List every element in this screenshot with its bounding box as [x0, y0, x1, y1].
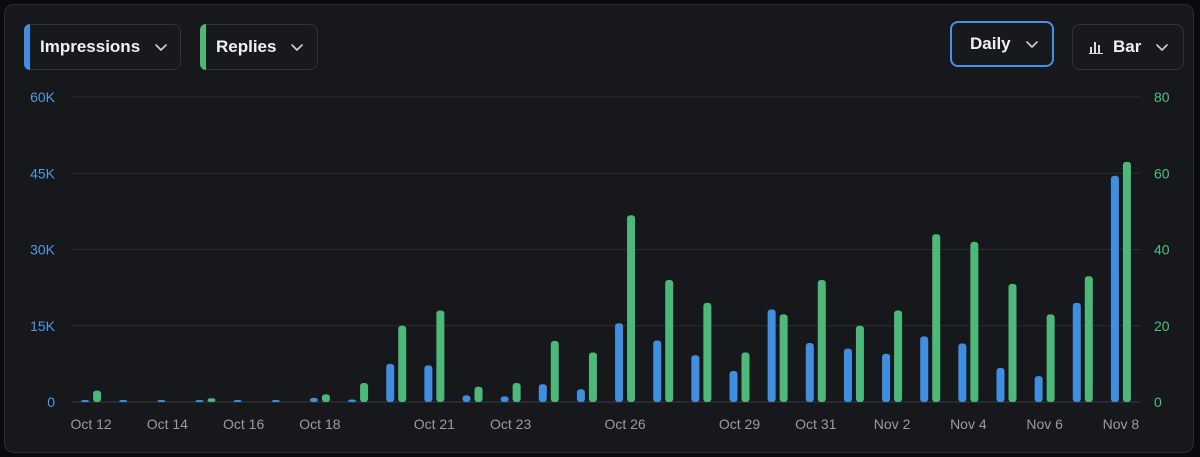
x-tick-label: Oct 29 — [719, 416, 760, 432]
impressions-bar — [500, 396, 509, 402]
metric-select-label: Replies — [216, 37, 277, 56]
replies-bar — [550, 341, 559, 402]
impressions-bar — [462, 395, 471, 402]
y-left-tick-label: 15K — [30, 318, 56, 334]
y-right-tick-label: 20 — [1154, 318, 1170, 334]
impressions-bar — [157, 400, 166, 402]
x-tick-label: Oct 12 — [70, 416, 111, 432]
impressions-bar — [348, 399, 357, 402]
x-tick-label: Nov 4 — [950, 416, 987, 432]
impressions-bar — [843, 348, 852, 402]
replies-bar — [855, 325, 864, 402]
replies-bar — [627, 215, 636, 402]
replies-bar — [894, 310, 903, 402]
impressions-bar — [538, 384, 547, 402]
replies-bar — [779, 314, 788, 402]
x-tick-label: Oct 23 — [490, 416, 531, 432]
x-tick-label: Oct 18 — [299, 416, 340, 432]
replies-bar — [703, 302, 712, 402]
impressions-bar — [653, 340, 662, 402]
impressions-bar — [195, 400, 204, 402]
impressions-bar — [615, 323, 624, 402]
y-left-tick-label: 60K — [30, 89, 56, 105]
x-tick-label: Nov 6 — [1026, 416, 1063, 432]
impressions-bar — [1110, 175, 1119, 402]
replies-bar — [1008, 283, 1017, 402]
replies-bar — [817, 280, 826, 402]
metric-select-impressions[interactable]: Impressions — [24, 24, 181, 70]
x-tick-label: Oct 14 — [147, 416, 188, 432]
x-tick-label: Nov 8 — [1103, 416, 1140, 432]
replies-bar — [207, 398, 216, 402]
impressions-bar — [233, 400, 242, 402]
replies-bar — [1122, 161, 1131, 402]
replies-bar — [932, 234, 941, 402]
replies-bar — [321, 394, 330, 402]
impressions-bar — [309, 397, 318, 402]
replies-bar — [512, 382, 521, 402]
chart-type-select[interactable]: Bar — [1072, 24, 1184, 70]
impressions-bar — [119, 400, 128, 402]
impressions-bar — [767, 309, 776, 402]
impressions-bar — [81, 400, 90, 402]
impressions-color-swatch — [24, 24, 30, 70]
interval-select[interactable]: Daily — [950, 21, 1054, 67]
impressions-bar — [729, 370, 738, 402]
impressions-bar — [386, 363, 395, 402]
chevron-down-icon — [1025, 41, 1038, 48]
y-right-tick-label: 0 — [1154, 394, 1162, 410]
impressions-bar — [996, 367, 1005, 402]
impressions-bar — [805, 343, 814, 402]
impressions-bar — [1034, 376, 1043, 402]
impressions-bar — [882, 353, 891, 402]
replies-bar — [970, 241, 979, 402]
x-tick-label: Oct 26 — [604, 416, 645, 432]
impressions-bar — [920, 336, 929, 402]
replies-bar — [398, 325, 407, 402]
impressions-bar — [958, 343, 967, 402]
x-tick-label: Oct 21 — [414, 416, 455, 432]
y-left-tick-label: 30K — [30, 242, 56, 258]
bar-chart-icon — [1089, 42, 1103, 54]
replies-bar — [1084, 276, 1093, 402]
replies-bar — [1046, 314, 1055, 402]
y-left-tick-label: 45K — [30, 165, 56, 181]
metric-select-label: Impressions — [40, 37, 141, 56]
impressions-bar — [271, 400, 280, 402]
replies-bar — [665, 280, 674, 402]
x-tick-label: Nov 2 — [874, 416, 911, 432]
impressions-bar — [1072, 302, 1081, 402]
chart-type-label: Bar — [1113, 37, 1142, 56]
chevron-down-icon — [1156, 44, 1169, 51]
impressions-bar — [424, 365, 433, 402]
replies-bar — [93, 390, 102, 402]
impressions-bar — [691, 355, 700, 402]
chart-panel — [4, 4, 1194, 453]
chevron-down-icon — [155, 44, 167, 51]
x-tick-label: Oct 16 — [223, 416, 264, 432]
replies-bar — [741, 352, 750, 402]
replies-color-swatch — [200, 24, 206, 70]
chevron-down-icon — [291, 44, 304, 51]
replies-bar — [474, 386, 483, 402]
y-right-tick-label: 80 — [1154, 89, 1170, 105]
replies-bar — [588, 352, 597, 402]
x-tick-label: Oct 31 — [795, 416, 836, 432]
interval-label: Daily — [970, 34, 1011, 53]
y-right-tick-label: 60 — [1154, 165, 1170, 181]
y-left-tick-label: 0 — [47, 394, 55, 410]
replies-bar — [360, 382, 369, 402]
y-right-tick-label: 40 — [1154, 242, 1170, 258]
replies-bar — [436, 310, 445, 402]
metric-select-replies[interactable]: Replies — [200, 24, 318, 70]
impressions-bar — [576, 389, 585, 402]
